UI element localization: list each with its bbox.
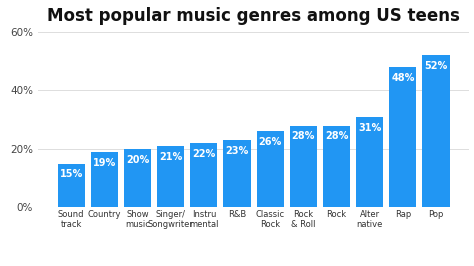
Text: 20%: 20% xyxy=(126,155,149,165)
Text: 22%: 22% xyxy=(192,149,216,159)
Bar xyxy=(422,55,450,207)
Bar xyxy=(256,131,284,207)
Bar xyxy=(223,140,251,207)
Bar xyxy=(91,152,118,207)
Text: 28%: 28% xyxy=(325,131,348,142)
Text: 28%: 28% xyxy=(292,131,315,142)
Text: 26%: 26% xyxy=(258,137,282,147)
Bar xyxy=(323,126,350,207)
Text: 52%: 52% xyxy=(424,61,447,71)
Text: 48%: 48% xyxy=(391,73,415,83)
Title: Most popular music genres among US teens: Most popular music genres among US teens xyxy=(47,7,460,25)
Text: 31%: 31% xyxy=(358,123,381,133)
Bar xyxy=(290,126,317,207)
Text: 21%: 21% xyxy=(159,152,182,162)
Bar xyxy=(157,146,184,207)
Bar xyxy=(190,143,218,207)
Bar xyxy=(57,164,85,207)
Text: 15%: 15% xyxy=(60,169,83,180)
Text: 23%: 23% xyxy=(225,146,249,156)
Text: 19%: 19% xyxy=(93,158,116,168)
Bar xyxy=(356,117,383,207)
Bar xyxy=(389,67,417,207)
Bar xyxy=(124,149,151,207)
